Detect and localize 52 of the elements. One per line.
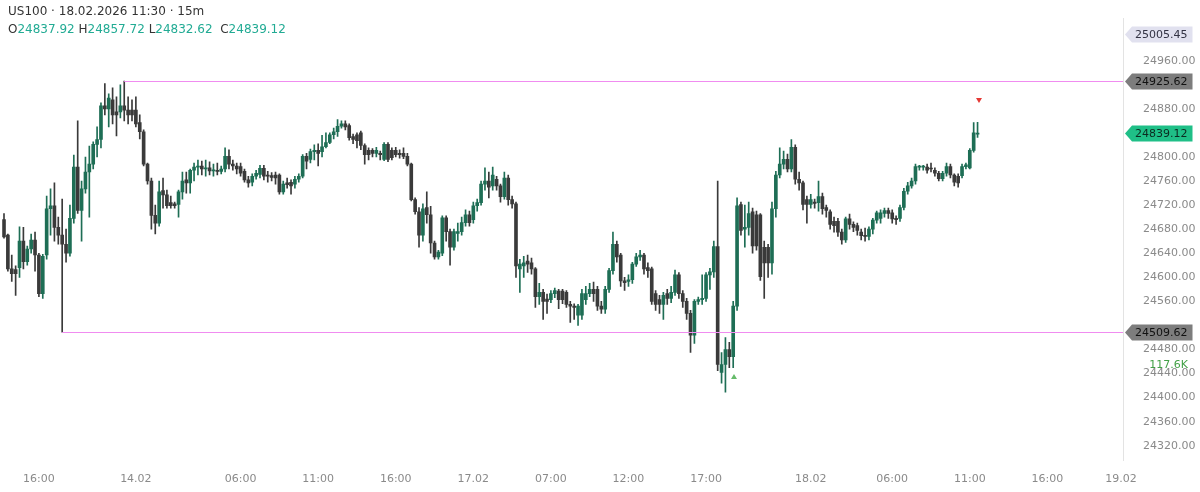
y-tick-label: 24880.00 [1143,101,1196,115]
candlestick [215,162,220,176]
candlestick [161,177,165,209]
candlestick [103,83,107,116]
candlestick [863,227,867,242]
x-tick-label: 07:00 [535,472,567,486]
candlestick [700,274,704,305]
text: 24839.12 [1135,126,1188,140]
y-tick-label: 24720.00 [1143,197,1196,211]
y-tick-label: 24640.00 [1143,246,1196,260]
y-tick-label: 24800.00 [1143,149,1196,163]
x-tick-label: 18.02 [795,472,827,486]
candlestick [316,143,320,167]
candlestick [743,204,747,248]
y-tick-label: 24600.00 [1143,270,1196,284]
y-tick-label: 24360.00 [1143,414,1196,428]
x-tick-label: 14.02 [120,472,152,486]
x-tick-label: 06:00 [876,472,909,486]
y-tick-label: 24440.00 [1143,366,1196,380]
x-tick-label: 11:00 [953,472,986,486]
ref-line-label: 24925.62 [1135,74,1188,88]
y-tick-label: 24320.00 [1143,438,1196,452]
x-tick-label: 16:00 [379,472,412,486]
chart-title: US100 · 18.02.2026 11:30 · 15m [8,4,205,18]
candlestick [199,160,204,176]
text: 25005.45 [1135,27,1188,41]
y-tick-label: 24960.00 [1143,53,1196,67]
y-tick-label: 24760.00 [1143,173,1196,187]
y-tick-label: 24400.00 [1143,390,1196,404]
y-tick-label: 24560.00 [1143,294,1196,308]
x-tick-label: 19.02 [1105,472,1137,486]
candlestick [572,303,576,320]
x-tick-label: 17.02 [457,472,490,486]
candlestick [130,99,134,122]
x-tick-label: 06:00 [224,472,257,486]
x-tick-label: 16:00 [23,472,55,486]
y-tick-label: 24680.00 [1143,222,1196,236]
candlestick [184,171,189,194]
y-tick-label: 24480.00 [1143,342,1196,356]
candlestick [203,159,208,177]
candlestick [265,171,270,183]
x-tick-label: 17:00 [690,472,722,486]
ref-line-label: 24509.62 [1135,325,1188,339]
candlestick [545,293,549,314]
candlestick [312,144,317,161]
candlestick [518,258,522,293]
x-tick-label: 12:00 [612,472,645,486]
x-tick-label: 16:00 [1031,472,1064,486]
candlestick [537,282,542,305]
x-tick-label: 11:00 [302,472,335,486]
candlestick [487,171,491,199]
chart-subtitle: O24837.92 H24857.72 L24832.62 C24839.12 [8,22,286,36]
